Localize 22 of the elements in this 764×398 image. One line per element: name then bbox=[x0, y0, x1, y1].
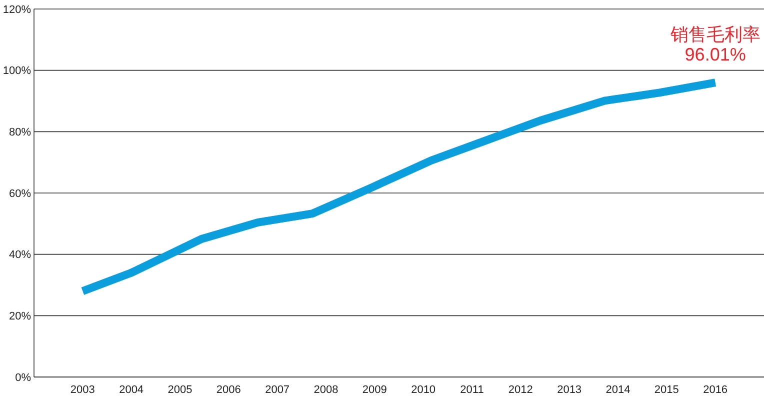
x-tick-label: 2010 bbox=[411, 384, 436, 396]
y-tick-label: 100% bbox=[2, 65, 32, 78]
x-tick-label: 2007 bbox=[265, 384, 290, 396]
x-tick-label: 2008 bbox=[314, 384, 338, 396]
y-tick-label: 0% bbox=[15, 372, 32, 384]
x-tick-label: 2015 bbox=[654, 384, 679, 396]
x-tick-label: 2014 bbox=[606, 384, 630, 396]
x-tick-label: 2013 bbox=[557, 384, 582, 396]
y-tick-label: 20% bbox=[8, 310, 32, 323]
x-tick-label: 2006 bbox=[216, 384, 241, 396]
y-tick-label: 40% bbox=[8, 249, 32, 262]
annotation: 销售毛利率 96.01% bbox=[669, 24, 760, 65]
x-tick-label: 2012 bbox=[508, 384, 533, 396]
x-tick-label: 2016 bbox=[703, 384, 728, 396]
x-tick-label: 2003 bbox=[70, 384, 95, 396]
y-tick-label: 60% bbox=[8, 188, 32, 200]
x-tick-label: 2009 bbox=[362, 384, 387, 396]
x-tick-label: 2004 bbox=[119, 384, 144, 396]
y-tick-label: 120% bbox=[2, 4, 32, 16]
x-tick-label: 2011 bbox=[460, 384, 484, 396]
x-tick-label: 2005 bbox=[168, 384, 192, 396]
y-tick-label: 80% bbox=[8, 126, 32, 139]
